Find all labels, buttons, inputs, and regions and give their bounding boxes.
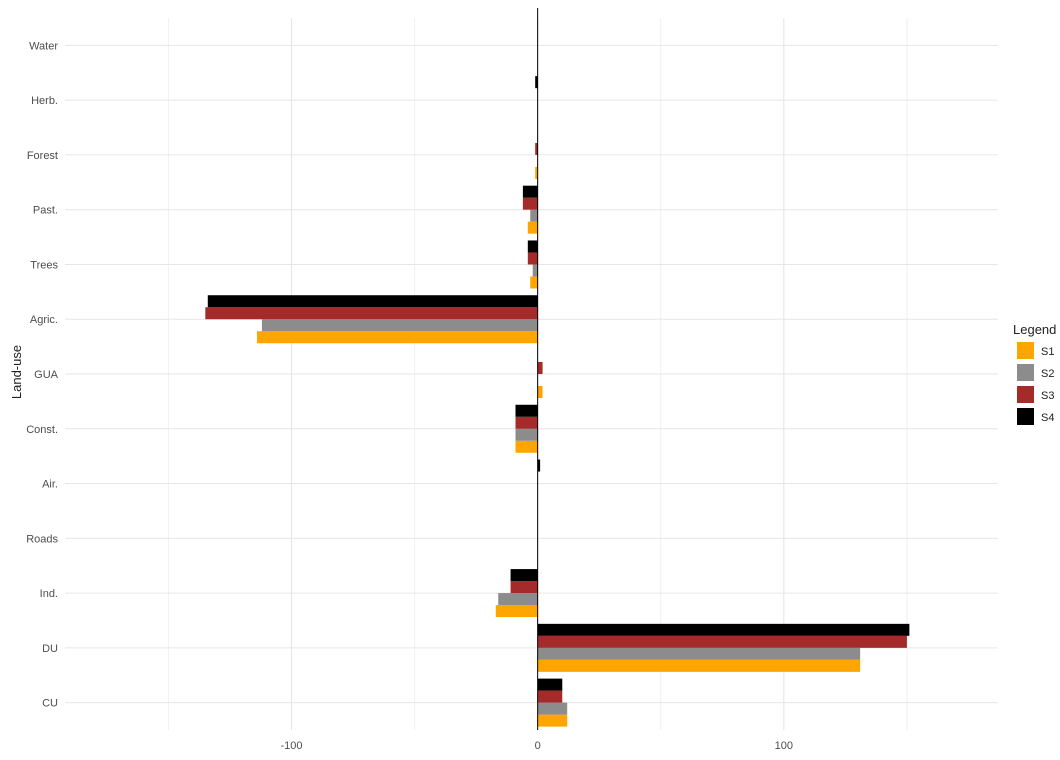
legend-swatch-s4 (1017, 408, 1034, 425)
bar-s3-forest (535, 142, 538, 155)
y-tick-label: Ind. (40, 588, 58, 600)
bar-s4-du (537, 623, 910, 636)
x-tick-label: -100 (280, 740, 302, 752)
legend-label-s1: S1 (1041, 346, 1054, 358)
bar-s3-trees (527, 252, 538, 265)
bar-s4-const (515, 404, 538, 417)
y-tick-label: Herb. (31, 95, 58, 107)
bar-s1-du (537, 659, 861, 672)
legend-label-s4: S4 (1041, 412, 1054, 424)
bar-s1-cu (537, 714, 568, 727)
bar-s2-ind (498, 593, 538, 606)
y-tick-label: Agric. (30, 314, 58, 326)
y-tick-label: Water (29, 40, 58, 52)
bar-s2-trees (532, 264, 538, 277)
bar-s4-trees (527, 240, 538, 253)
bar-s2-const (515, 428, 538, 441)
bar-s2-du (537, 647, 861, 660)
y-tick-label: Trees (30, 259, 58, 271)
bar-s1-past (527, 221, 538, 234)
bar-s1-const (515, 440, 538, 453)
bar-s4-cu (537, 678, 563, 691)
y-tick-label: DU (42, 643, 58, 655)
bar-s1-ind (495, 605, 538, 618)
y-axis-tick-labels: Water Herb. Forest Past. Trees Agric. GUA Const… (26, 40, 58, 709)
x-axis-tick-labels: -100 0 100 (280, 740, 793, 752)
legend: Legend S1 S2 S3 S4 (1013, 322, 1056, 425)
y-tick-label: Roads (26, 533, 58, 545)
legend-swatch-s1 (1017, 342, 1034, 359)
bar-s1-forest (535, 166, 538, 179)
x-tick-label: 100 (775, 740, 793, 752)
legend-items: S1 S2 S3 S4 (1017, 342, 1054, 425)
bar-s4-agric (207, 295, 538, 308)
y-tick-label: Const. (26, 424, 58, 436)
bar-s3-past (522, 197, 538, 210)
legend-swatch-s2 (1017, 364, 1034, 381)
bar-s1-trees (530, 276, 538, 289)
x-tick-label: 0 (535, 740, 541, 752)
bar-s2-agric (261, 319, 538, 332)
bar-s3-agric (205, 307, 538, 320)
y-axis-title: Land-use (9, 345, 24, 399)
y-tick-label: CU (42, 698, 58, 710)
bar-s3-du (537, 635, 907, 648)
legend-title: Legend (1013, 322, 1056, 337)
bar-s3-gua (537, 362, 543, 374)
y-tick-label: Past. (33, 205, 58, 217)
bar-s1-gua (537, 386, 543, 398)
bar-s4-herb (535, 76, 538, 89)
bars (205, 76, 910, 727)
bar-s4-air (537, 459, 541, 472)
y-tick-label: Air. (42, 479, 58, 491)
y-tick-label: GUA (34, 369, 59, 381)
bar-s2-past (530, 209, 538, 222)
legend-label-s3: S3 (1041, 390, 1054, 402)
bar-s4-ind (510, 569, 538, 582)
bar-s3-cu (537, 690, 563, 703)
legend-label-s2: S2 (1041, 368, 1054, 380)
y-tick-label: Forest (27, 150, 58, 162)
bar-s4-past (522, 185, 538, 198)
legend-swatch-s3 (1017, 386, 1034, 403)
bar-s3-const (515, 416, 538, 429)
bar-s3-ind (510, 581, 538, 594)
bar-s2-cu (537, 702, 568, 715)
grid (65, 18, 998, 730)
bar-s1-agric (257, 331, 538, 344)
